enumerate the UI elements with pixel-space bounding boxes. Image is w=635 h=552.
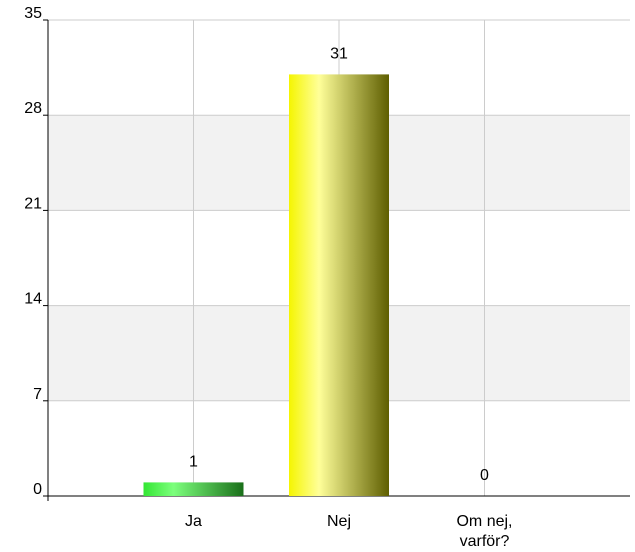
bars: [143, 74, 389, 497]
x-tick-label: Om nej, varför?: [456, 513, 512, 550]
bar-nej: [289, 74, 389, 497]
y-tick-label: 28: [24, 100, 42, 117]
data-label: 0: [480, 467, 489, 484]
y-tick-labels: 0 7 14 21 28 35: [24, 5, 42, 498]
data-label: 1: [189, 453, 198, 470]
y-tick-label: 21: [24, 195, 42, 212]
bar-ja: [143, 482, 244, 496]
y-tick-label: 7: [33, 386, 42, 403]
data-label: 31: [330, 45, 348, 62]
x-tick-label: Nej: [327, 513, 351, 530]
y-tick-label: 0: [33, 481, 42, 498]
y-tick-label: 14: [24, 291, 42, 308]
data-labels: 1 31 0: [189, 45, 489, 484]
category-labels: Ja Nej Om nej, varför?: [185, 513, 512, 550]
x-tick-label: Ja: [185, 513, 202, 530]
y-tick-label: 35: [24, 5, 42, 22]
